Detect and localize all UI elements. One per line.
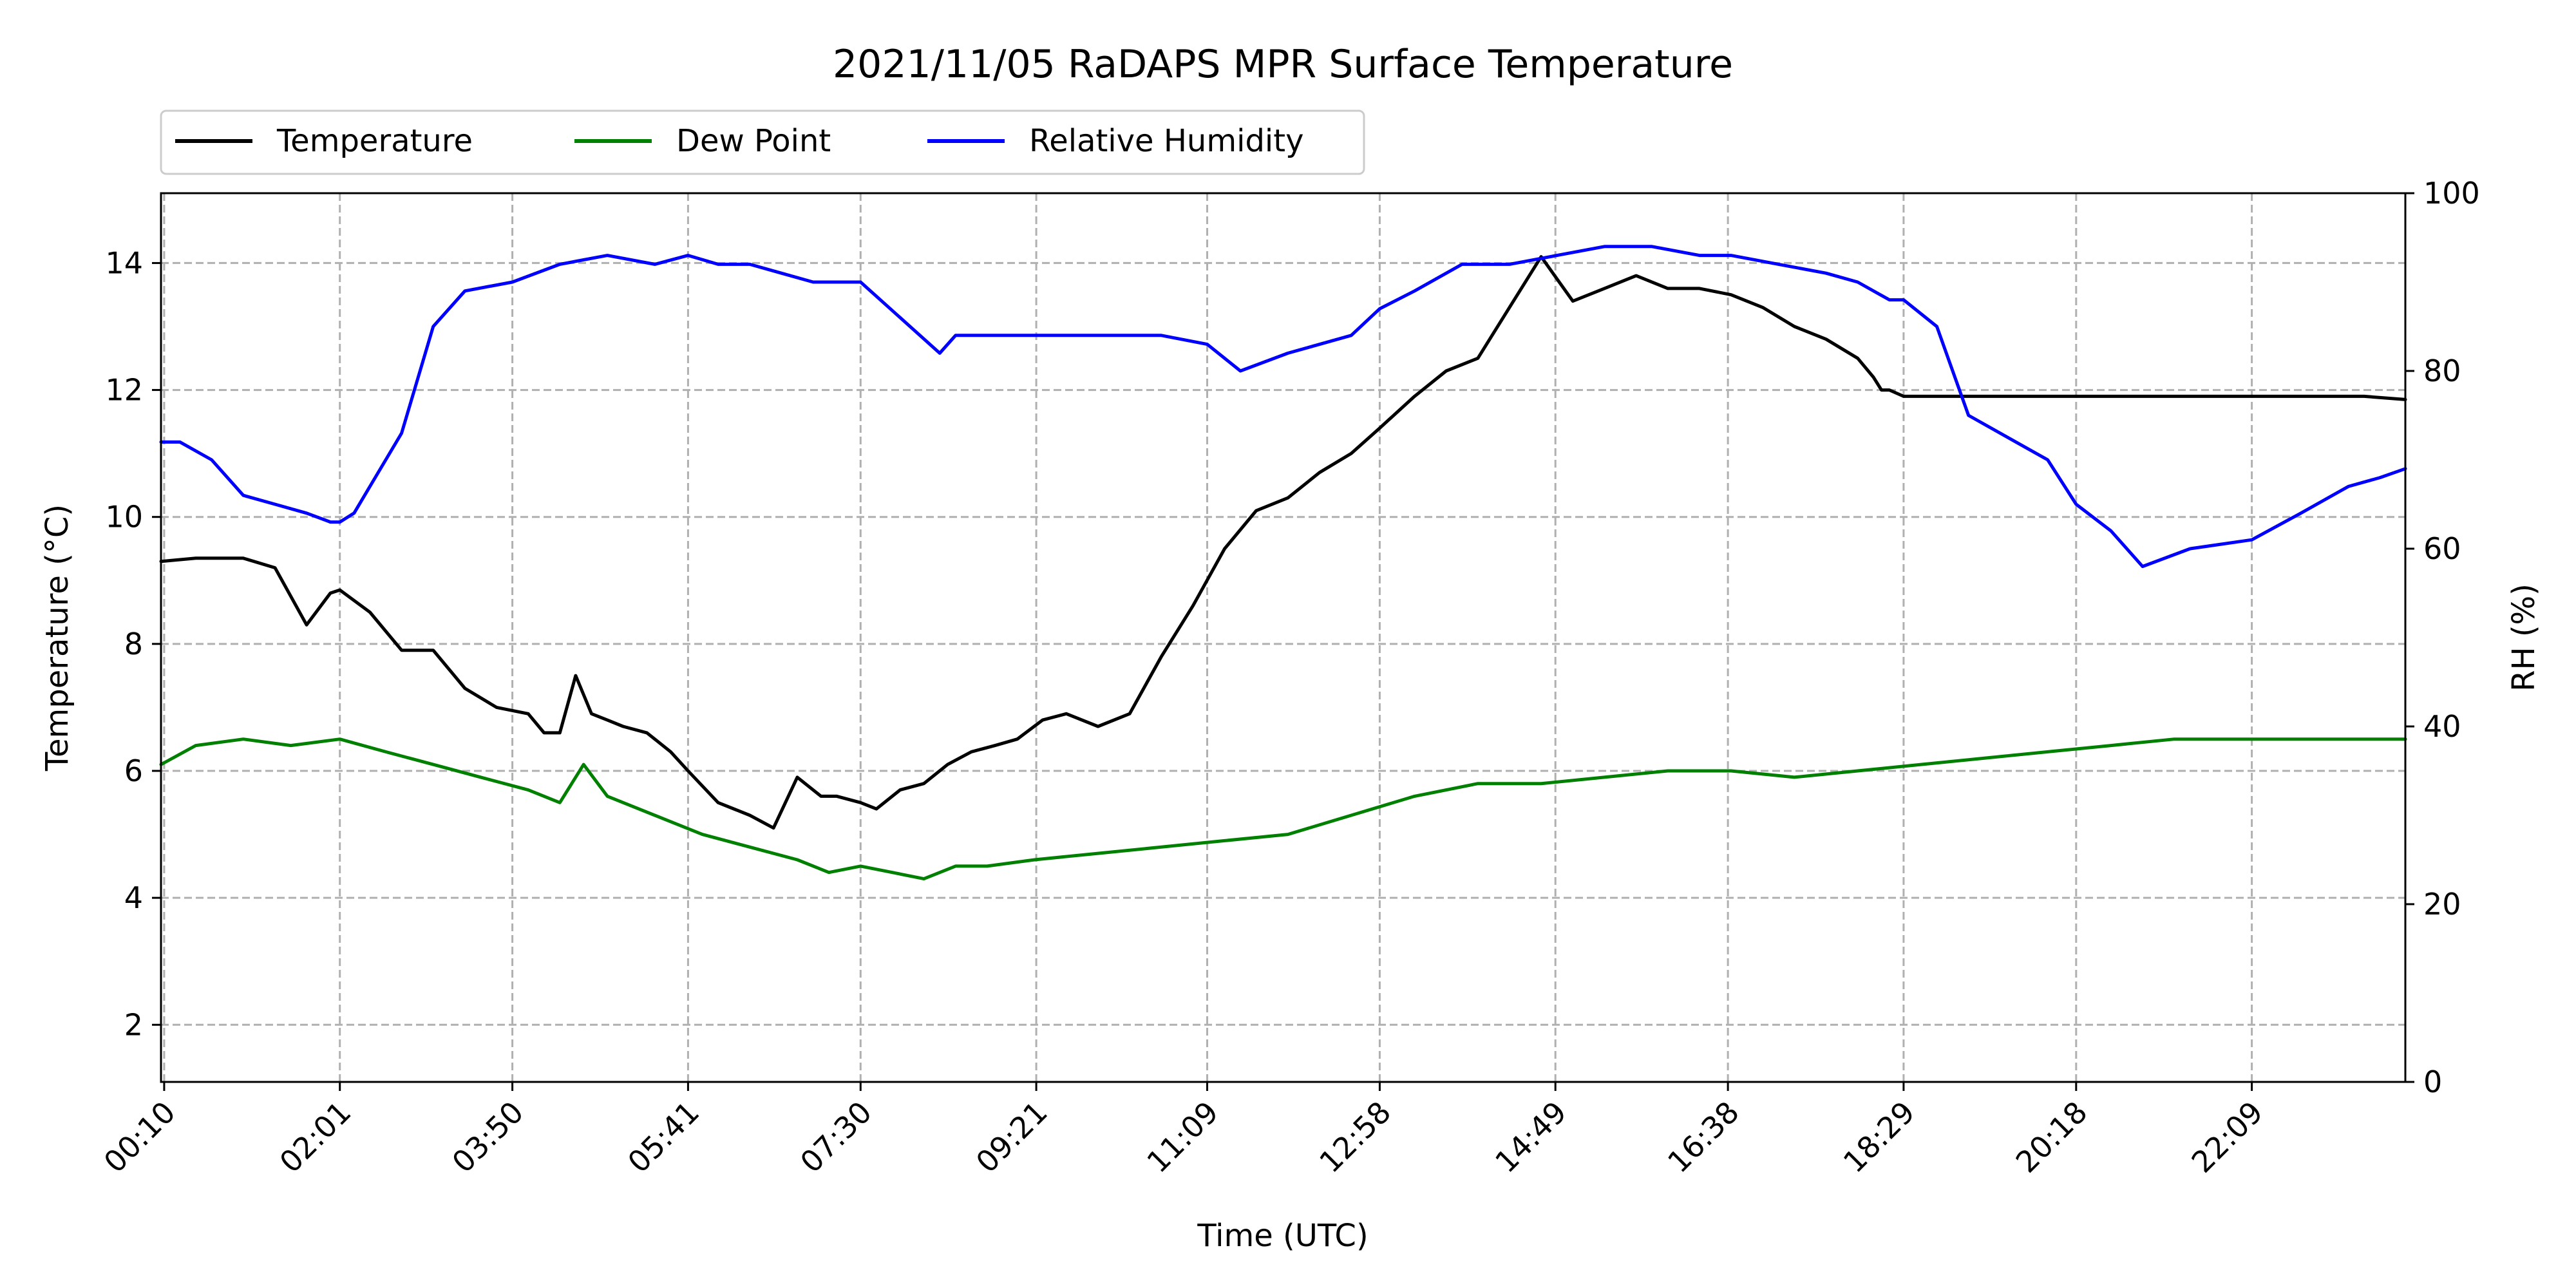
chart-title: 2021/11/05 RaDAPS MPR Surface Temperatur… xyxy=(833,42,1733,87)
y2-tick-label: 20 xyxy=(2423,887,2461,922)
legend-relative-humidity-label: Relative Humidity xyxy=(1029,123,1303,159)
plot-frame xyxy=(160,192,2407,1083)
x-tick-label: 05:41 xyxy=(621,1095,706,1180)
y2-tick-label: 100 xyxy=(2423,176,2480,211)
x-tick-label: 00:10 xyxy=(97,1095,182,1180)
y-tick-label: 12 xyxy=(105,373,143,408)
gridlines xyxy=(161,193,2405,1082)
y-tick-label: 8 xyxy=(124,627,143,661)
y2-tick-label: 40 xyxy=(2423,709,2461,744)
y-tick-label: 4 xyxy=(124,880,143,915)
x-tick-label: 11:09 xyxy=(1140,1095,1225,1180)
y-axis-right: 0 20 40 60 80 100 xyxy=(2405,176,2480,1099)
series-group xyxy=(159,245,2407,881)
legend: Temperature Dew Point Relative Humidity xyxy=(160,109,1365,175)
x-axis: 00:10 02:01 03:50 05:41 07:30 09:21 11:09 12:58… xyxy=(97,1082,2269,1180)
relative-humidity-series-line xyxy=(159,245,2407,569)
x-axis-label: Time (UTC) xyxy=(1197,1218,1368,1254)
dew-point-series-line xyxy=(159,737,2407,881)
x-tick-label: 18:29 xyxy=(1837,1095,1922,1180)
temperature-series-line xyxy=(159,255,2407,830)
y-tick-label: 2 xyxy=(124,1007,143,1042)
y2-axis-label: RH (%) xyxy=(2506,583,2542,692)
x-tick-label: 07:30 xyxy=(793,1095,878,1180)
y-tick-label: 10 xyxy=(105,500,143,535)
x-tick-label: 14:49 xyxy=(1488,1095,1573,1180)
x-tick-label: 20:18 xyxy=(2009,1095,2094,1180)
legend-temperature-label: Temperature xyxy=(276,123,473,159)
legend-frame xyxy=(160,109,1365,175)
y2-tick-label: 60 xyxy=(2423,531,2461,566)
x-tick-label: 12:58 xyxy=(1312,1095,1397,1180)
y-tick-label: 14 xyxy=(105,245,143,280)
legend-dew-point-label: Dew Point xyxy=(676,123,831,159)
y-axis-left: 2 4 6 8 10 12 14 xyxy=(105,245,161,1042)
y2-tick-label: 80 xyxy=(2423,354,2461,388)
x-tick-label: 22:09 xyxy=(2184,1095,2269,1180)
y-axis-label: Temperature (°C) xyxy=(39,504,75,772)
x-tick-label: 09:21 xyxy=(969,1095,1054,1180)
x-tick-label: 16:38 xyxy=(1661,1095,1746,1180)
x-tick-label: 02:01 xyxy=(273,1095,358,1180)
y-tick-label: 6 xyxy=(124,753,143,788)
x-tick-label: 03:50 xyxy=(445,1095,530,1180)
y2-tick-label: 0 xyxy=(2423,1065,2442,1099)
